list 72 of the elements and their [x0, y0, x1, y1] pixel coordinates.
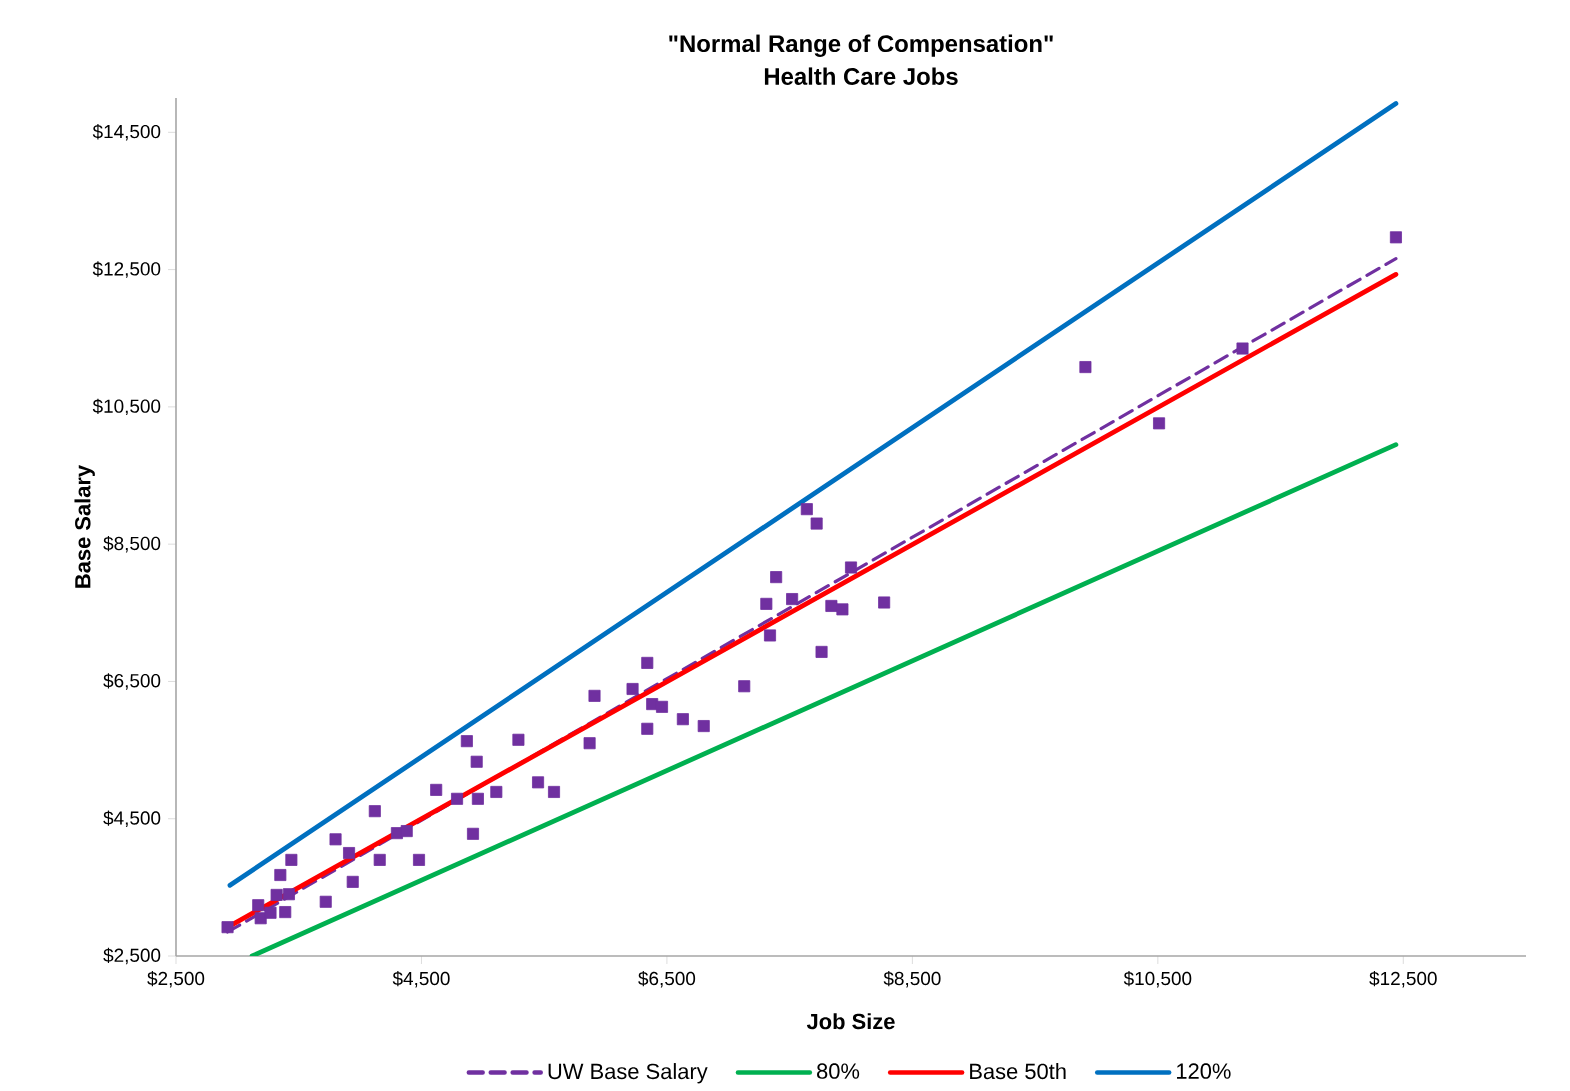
point — [641, 656, 654, 669]
point — [800, 503, 813, 516]
point — [786, 593, 799, 606]
point — [760, 597, 773, 610]
point — [413, 853, 425, 866]
point — [490, 785, 503, 798]
point — [626, 682, 639, 695]
x-tick-label: $12,500 — [1369, 970, 1437, 988]
legend-label: 120% — [1177, 1063, 1231, 1079]
point — [329, 833, 342, 846]
point — [279, 906, 292, 919]
y-axis-title: Base Salary — [74, 465, 95, 588]
x-tick-label: $4,500 — [392, 970, 450, 988]
legend-label: Base 50th — [970, 1063, 1066, 1080]
point — [738, 680, 751, 693]
point — [825, 599, 838, 612]
point — [400, 825, 413, 838]
point — [282, 888, 295, 901]
y-tick-label: $14,500 — [92, 124, 161, 141]
legend-label: 80% — [817, 1063, 860, 1079]
point — [810, 517, 823, 530]
point — [346, 875, 359, 888]
point — [1236, 342, 1249, 355]
point — [1079, 361, 1092, 374]
point — [274, 869, 287, 881]
point — [430, 783, 443, 796]
point — [451, 792, 464, 805]
point — [815, 645, 828, 658]
y-tick-label: $2,500 — [103, 947, 161, 965]
y-tick-label: $4,500 — [103, 810, 161, 827]
point — [285, 853, 298, 866]
point — [512, 733, 525, 746]
point — [470, 755, 483, 768]
point — [764, 629, 777, 642]
point — [676, 713, 689, 726]
point — [1389, 231, 1402, 244]
point — [697, 720, 710, 733]
point — [588, 689, 601, 702]
point — [343, 847, 356, 860]
point — [319, 895, 332, 908]
point — [368, 805, 381, 818]
chart-subtitle: Health Care Jobs — [764, 67, 958, 85]
point — [583, 737, 596, 750]
x-axis-title: Job Size — [806, 1013, 895, 1030]
point — [270, 888, 283, 901]
y-tick-label: $6,500 — [103, 673, 161, 690]
point — [252, 899, 265, 912]
x-tick-label: $8,500 — [883, 970, 941, 988]
chart-title: "Normal Range of Compensation" — [669, 34, 1053, 57]
point — [532, 776, 545, 789]
point — [836, 603, 849, 616]
x-tick-label: $10,500 — [1123, 970, 1192, 988]
point — [373, 853, 386, 866]
x-tick-label: $6,500 — [638, 970, 696, 988]
y-tick-label: $12,500 — [92, 261, 161, 278]
point — [1153, 417, 1166, 430]
point — [254, 912, 267, 925]
y-tick-label: $8,500 — [103, 535, 161, 553]
point — [845, 561, 858, 574]
legend-label: UW Base Salary — [548, 1063, 708, 1084]
y-tick-label: $10,500 — [92, 398, 161, 416]
point — [264, 906, 277, 919]
point — [770, 571, 783, 584]
point — [878, 596, 891, 609]
point — [641, 722, 654, 735]
x-tick-label: $2,500 — [147, 970, 205, 988]
point — [467, 827, 479, 840]
point — [548, 785, 561, 798]
point — [460, 735, 473, 748]
point — [656, 700, 669, 713]
point — [221, 921, 234, 934]
point — [471, 792, 484, 805]
